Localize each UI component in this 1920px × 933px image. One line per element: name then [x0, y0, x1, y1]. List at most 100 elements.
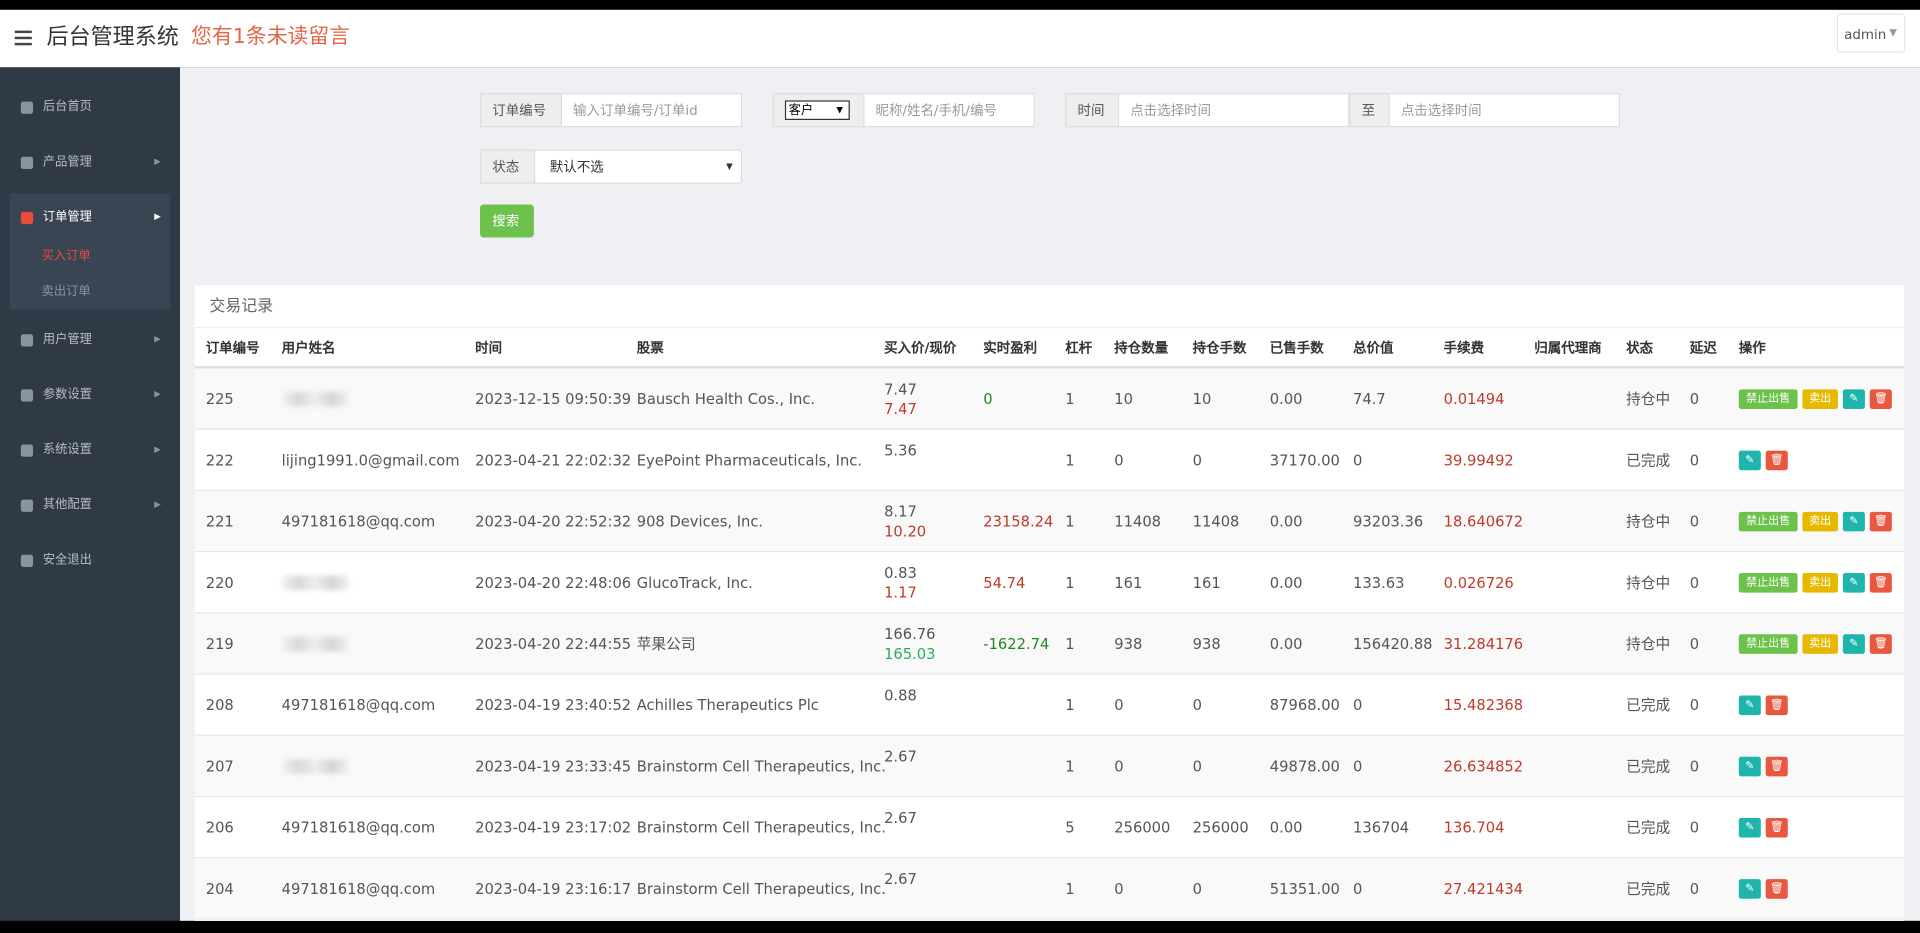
- cell-qty: 161: [1114, 574, 1143, 592]
- cell-current: 165.03: [884, 645, 936, 663]
- edit-button[interactable]: ✎: [1738, 695, 1761, 716]
- ban-button[interactable]: 禁止出售: [1738, 389, 1798, 409]
- cell-status: 持仓中: [1626, 513, 1671, 531]
- input-text: 点击选择时间: [1400, 102, 1482, 119]
- cell-buy: 8.17: [884, 503, 917, 521]
- delete-button[interactable]: 🗑: [1869, 634, 1892, 654]
- submenu-item[interactable]: 卖出订单: [41, 285, 91, 299]
- input[interactable]: 昵称/姓名/手机/编号: [863, 93, 1035, 128]
- cell-stock: EyePoint Pharmaceuticals, Inc.: [636, 451, 863, 469]
- label: 订单编号: [480, 93, 563, 128]
- menu-item[interactable]: 其他配置: [42, 498, 92, 512]
- label-text: 订单编号: [492, 102, 547, 119]
- cell-time: 2023-04-19 23:40:52: [475, 696, 632, 714]
- cell-profit: 54.74: [983, 574, 1026, 592]
- input[interactable]: 点击选择时间: [1117, 93, 1350, 128]
- edit-button[interactable]: ✎: [1738, 879, 1761, 899]
- cell-fee: 31.284176: [1443, 635, 1524, 653]
- cell-time: 2023-04-19 23:33:45: [475, 757, 632, 776]
- select-text: 客户: [788, 104, 814, 118]
- ban-button[interactable]: 禁止出售: [1738, 573, 1798, 593]
- label-text: 至: [1361, 102, 1376, 119]
- delete-button[interactable]: 🗑: [1765, 756, 1788, 777]
- column-header: 股票: [636, 340, 664, 357]
- cell-lever: 5: [1065, 819, 1075, 837]
- delete-button[interactable]: 🗑: [1765, 879, 1788, 899]
- cell-user: 497181618@qq.com: [281, 696, 436, 714]
- select[interactable]: 默认不选 ▼: [533, 149, 743, 184]
- cell-sold: 0.00: [1269, 513, 1303, 531]
- column-header: 已售手数: [1269, 340, 1324, 357]
- cell-stock: 908 Devices, Inc.: [636, 513, 764, 531]
- cell-profit: -1622.74: [983, 635, 1050, 653]
- cell-lever: 1: [1065, 513, 1075, 531]
- column-header: 用户姓名: [281, 340, 336, 357]
- edit-button[interactable]: ✎: [1738, 817, 1761, 838]
- menu-item[interactable]: 参数设置: [42, 388, 92, 402]
- app-title: 后台管理系统: [46, 24, 179, 51]
- delete-button[interactable]: 🗑: [1765, 817, 1788, 838]
- column-header: 总价值: [1353, 340, 1394, 357]
- cell-qty: 938: [1114, 635, 1143, 653]
- ban-button[interactable]: 禁止出售: [1738, 511, 1798, 532]
- cell-current: 1.17: [884, 584, 917, 602]
- edit-button[interactable]: ✎: [1842, 389, 1865, 409]
- cell-fee: 0.026726: [1443, 574, 1514, 592]
- cell-time: 2023-04-21 22:02:32: [475, 451, 632, 469]
- caret: ▼: [726, 161, 733, 172]
- delete-button[interactable]: 🗑: [1765, 450, 1788, 471]
- label: 时间: [1065, 93, 1120, 128]
- cell-lots: 11408: [1192, 513, 1240, 531]
- menu-item[interactable]: 后台首页: [42, 100, 92, 114]
- edit-button[interactable]: ✎: [1738, 450, 1761, 471]
- notice[interactable]: 您有1条未读留言: [191, 24, 350, 49]
- sell-button[interactable]: 卖出: [1802, 389, 1838, 409]
- menu-item[interactable]: 系统设置: [42, 443, 92, 457]
- cell-status: 持仓中: [1626, 635, 1671, 653]
- input[interactable]: 输入订单编号/订单id: [560, 93, 743, 128]
- select[interactable]: 客户 ▼: [784, 100, 850, 120]
- cell-qty: 0: [1114, 757, 1124, 776]
- delete-button[interactable]: 🗑: [1765, 695, 1788, 716]
- cell-delay: 0: [1689, 390, 1700, 408]
- column-header: 实时盈利: [983, 340, 1038, 357]
- menu-item[interactable]: 订单管理: [42, 210, 92, 225]
- menu-item[interactable]: 用户管理: [42, 333, 92, 347]
- cell-status: 已完成: [1626, 696, 1671, 714]
- cell-buy: 166.76: [884, 625, 936, 643]
- cell-fee: 27.421434: [1443, 880, 1524, 898]
- delete-button[interactable]: 🗑: [1869, 511, 1892, 532]
- menu-item[interactable]: 安全退出: [42, 553, 92, 567]
- sell-button[interactable]: 卖出: [1802, 634, 1838, 654]
- cell-status: 已完成: [1626, 880, 1671, 898]
- edit-button[interactable]: ✎: [1842, 573, 1865, 593]
- cell-time: 2023-04-20 22:48:06: [475, 574, 632, 592]
- menu-item[interactable]: 产品管理: [42, 155, 92, 169]
- cell-sold: 0.00: [1269, 574, 1303, 592]
- cell-qty: 256000: [1114, 819, 1171, 837]
- search-button[interactable]: 搜索: [480, 204, 534, 238]
- cell-total: 133.63: [1353, 574, 1405, 592]
- cell-fee: 136.704: [1443, 819, 1505, 837]
- cell-current: 10.20: [884, 522, 927, 540]
- table-header: 订单编号 用户姓名 时间 股票 买入价/现价 实时盈利 杠杆 持仓数量 持仓手数 已售手数 总价值 手…: [194, 328, 1905, 369]
- input[interactable]: 点击选择时间: [1388, 93, 1620, 128]
- delete-button[interactable]: 🗑: [1869, 573, 1892, 593]
- menu-icon[interactable]: [14, 30, 32, 34]
- cell-delay: 0: [1689, 574, 1700, 592]
- edit-button[interactable]: ✎: [1842, 511, 1865, 532]
- cell-lever: 1: [1065, 390, 1075, 408]
- edit-button[interactable]: ✎: [1842, 634, 1865, 654]
- sell-button[interactable]: 卖出: [1802, 573, 1838, 593]
- sell-button[interactable]: 卖出: [1802, 511, 1838, 532]
- ban-button[interactable]: 禁止出售: [1738, 634, 1798, 654]
- edit-button[interactable]: ✎: [1738, 756, 1761, 777]
- table-row: 219 2023-04-20 22:44:55 苹果公司 -1622.74 1 938 93…: [194, 613, 1905, 675]
- delete-button[interactable]: 🗑: [1869, 389, 1892, 409]
- content: 订单编号 输入订单编号/订单id 客户 ▼ 昵称/姓名/手机/编号 时间 点击选择时间至点击…: [180, 67, 1920, 921]
- user-menu[interactable]: admin ▼: [1836, 13, 1906, 53]
- submenu-item[interactable]: 买入订单: [41, 249, 91, 264]
- cell-stock: 苹果公司: [636, 635, 696, 653]
- cell-sold: 0.00: [1269, 819, 1303, 837]
